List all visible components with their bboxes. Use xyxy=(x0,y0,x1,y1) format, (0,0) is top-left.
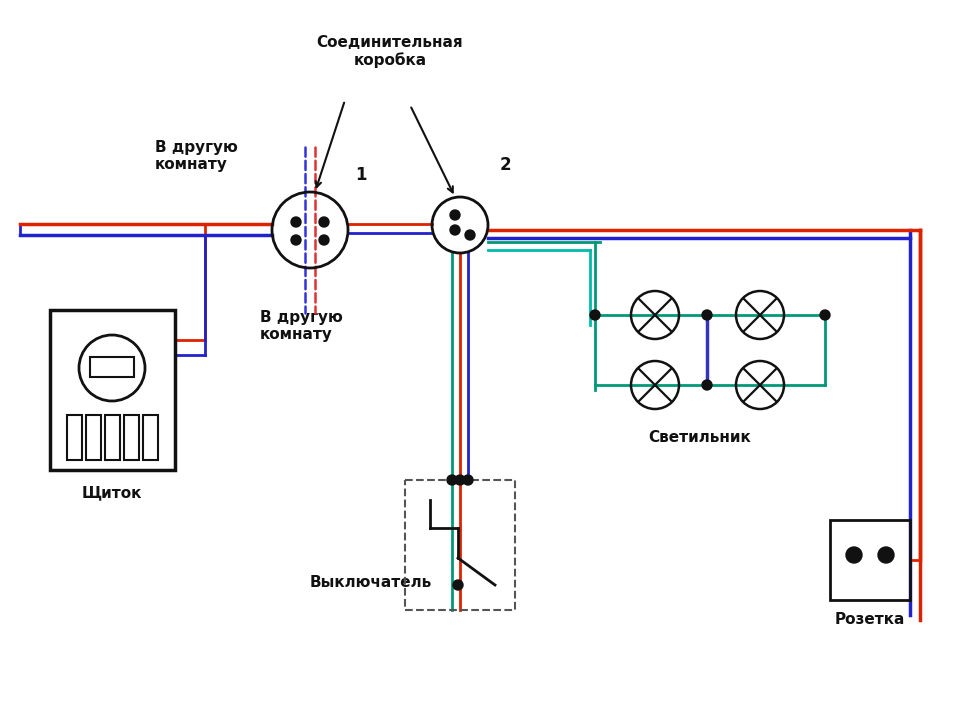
Text: 1: 1 xyxy=(355,166,367,184)
Bar xyxy=(405,480,515,610)
Circle shape xyxy=(453,580,463,590)
Text: Розетка: Розетка xyxy=(835,612,905,627)
Circle shape xyxy=(455,475,465,485)
Text: 2: 2 xyxy=(500,156,512,174)
Text: Соединительная
коробка: Соединительная коробка xyxy=(317,35,464,68)
Circle shape xyxy=(465,230,475,240)
Circle shape xyxy=(447,475,457,485)
Circle shape xyxy=(450,210,460,220)
Circle shape xyxy=(820,310,830,320)
Bar xyxy=(90,357,134,377)
Bar xyxy=(67,415,82,460)
Circle shape xyxy=(319,217,329,227)
Text: В другую
комнату: В другую комнату xyxy=(155,140,238,172)
Circle shape xyxy=(590,310,600,320)
Circle shape xyxy=(319,235,329,245)
Circle shape xyxy=(878,547,894,563)
Text: Выключатель: Выключатель xyxy=(310,575,432,590)
Bar xyxy=(143,415,158,460)
Circle shape xyxy=(291,217,301,227)
Text: Щиток: Щиток xyxy=(82,485,142,500)
Text: В другую
комнату: В другую комнату xyxy=(260,310,343,343)
Circle shape xyxy=(291,235,301,245)
Bar xyxy=(830,520,910,600)
Circle shape xyxy=(702,380,712,390)
Bar xyxy=(50,310,175,470)
Circle shape xyxy=(702,310,712,320)
Text: Светильник: Светильник xyxy=(649,430,752,445)
Bar xyxy=(86,415,101,460)
Circle shape xyxy=(846,547,862,563)
Bar xyxy=(124,415,139,460)
Circle shape xyxy=(450,225,460,235)
Circle shape xyxy=(463,475,473,485)
Bar xyxy=(105,415,120,460)
